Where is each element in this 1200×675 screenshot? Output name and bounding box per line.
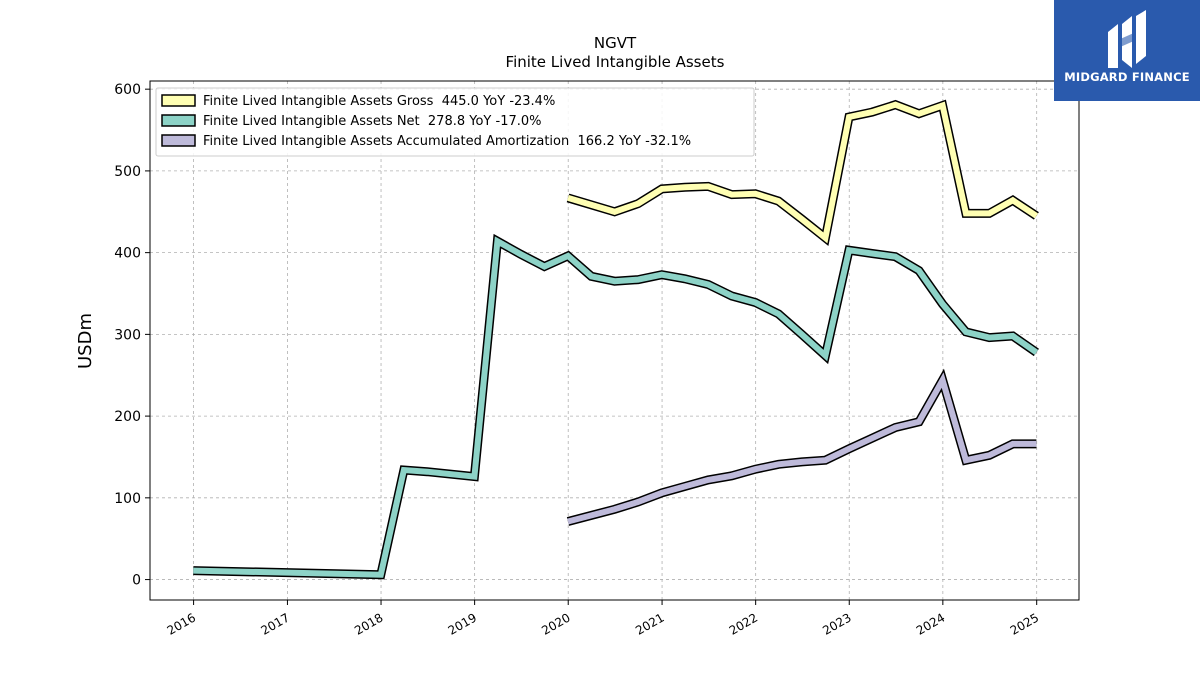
legend-swatch-3 bbox=[161, 134, 196, 147]
plot-frame bbox=[149, 80, 1080, 601]
x-tick-label: 2017 bbox=[258, 610, 291, 637]
series-line-3 bbox=[567, 372, 1037, 525]
x-tick-label: 2020 bbox=[539, 610, 572, 637]
series-layer bbox=[193, 99, 1039, 580]
x-tick-label: 2025 bbox=[1008, 610, 1041, 637]
x-tick-label: 2021 bbox=[633, 610, 666, 637]
y-tick-label: 500 bbox=[114, 164, 141, 180]
brand-name: MIDGARD FINANCE bbox=[1064, 70, 1190, 84]
x-tick-label: 2022 bbox=[727, 610, 760, 637]
chart-subtitle: Finite Lived Intangible Assets bbox=[506, 53, 725, 71]
chart-title: NGVT bbox=[594, 34, 637, 52]
x-tick-label: 2023 bbox=[820, 610, 853, 637]
legend-box bbox=[155, 87, 755, 157]
x-tick-label: 2024 bbox=[914, 610, 947, 637]
x-axis: 2016 2017 2018 2019 2020 2021 2022 2023 2024 2025 bbox=[165, 600, 1041, 638]
legend-swatch-1 bbox=[161, 94, 196, 107]
series-line-1 bbox=[567, 101, 1039, 244]
x-tick-label: 2019 bbox=[446, 610, 479, 637]
x-tick-label: 2016 bbox=[165, 610, 198, 637]
y-tick-label: 600 bbox=[114, 82, 141, 98]
y-axis: 0 100 200 300 400 500 600 bbox=[114, 82, 150, 589]
y-tick-label: 300 bbox=[114, 327, 141, 343]
brand-logo: MIDGARD FINANCE bbox=[1054, 0, 1200, 101]
legend: Finite Lived Intangible Assets Gross 445… bbox=[155, 87, 755, 157]
y-tick-label: 0 bbox=[132, 573, 141, 589]
y-tick-label: 200 bbox=[114, 409, 141, 425]
y-tick-label: 100 bbox=[114, 491, 141, 507]
x-tick-label: 2018 bbox=[352, 610, 385, 637]
legend-label-1: Finite Lived Intangible Assets Gross 445… bbox=[203, 94, 555, 109]
midgard-logo-icon bbox=[1108, 10, 1146, 68]
legend-label-2: Finite Lived Intangible Assets Net 278.8… bbox=[203, 114, 542, 129]
grid-lines bbox=[150, 81, 1079, 600]
legend-swatch-2 bbox=[161, 114, 196, 127]
legend-label-3: Finite Lived Intangible Assets Accumulat… bbox=[203, 134, 691, 149]
series-line-2 bbox=[193, 236, 1039, 578]
y-axis-label: USDm bbox=[75, 313, 96, 369]
plot-background bbox=[150, 81, 1079, 600]
y-tick-label: 400 bbox=[114, 246, 141, 262]
